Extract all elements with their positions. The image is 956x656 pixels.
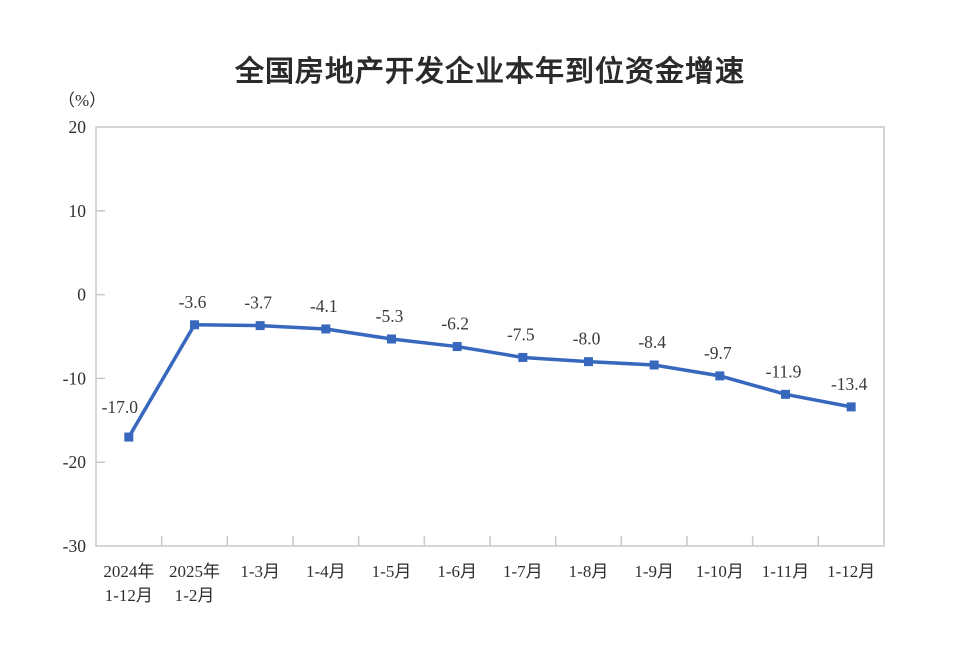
data-point-label: -7.5: [507, 324, 535, 344]
x-axis-tick-label: 1-10月: [696, 562, 744, 581]
data-series-line: [127, 323, 852, 438]
x-axis-tick-label: 1-4月: [306, 562, 346, 581]
x-axis-tick-label: 1-3月: [240, 562, 280, 581]
data-point-label: -4.1: [310, 296, 338, 316]
x-axis-tick-label-line: 1-9月: [634, 562, 674, 581]
x-axis-tick-label-line: 1-4月: [306, 562, 346, 581]
data-point-marker: [452, 342, 462, 352]
data-point-label: -3.7: [244, 293, 272, 313]
data-point-label: -3.6: [179, 292, 207, 312]
y-axis-tick-label: 20: [69, 117, 87, 137]
data-point-label: -6.2: [441, 314, 469, 334]
x-axis-tick-label-line: 1-12月: [827, 562, 875, 581]
x-axis-tick-label-line: 1-5月: [372, 562, 412, 581]
data-point-marker: [715, 371, 725, 381]
x-axis-tick-label-line: 1-12月: [105, 586, 153, 605]
x-axis-tick-label-line: 1-3月: [240, 562, 280, 581]
data-point-marker: [190, 320, 199, 330]
x-axis-tick-label-line: 2024年: [103, 562, 154, 581]
x-axis-tick-label: 1-12月: [827, 562, 875, 581]
data-point-marker: [387, 334, 396, 344]
data-point-label: -11.9: [766, 361, 802, 381]
x-axis-tick-label: 1-5月: [372, 562, 412, 581]
x-axis-tick-label-line: 1-11月: [762, 562, 810, 581]
data-point-label: -5.3: [376, 306, 404, 326]
data-point-label: -8.0: [573, 329, 601, 349]
data-point-marker: [781, 389, 790, 399]
x-axis-tick-label-line: 2025年: [169, 562, 220, 581]
x-axis-tick-label-line: 1-7月: [503, 562, 543, 581]
x-axis-tick-label: 2024年 1-12月: [103, 562, 154, 605]
x-axis-tick-label: 1-6月: [437, 562, 477, 581]
y-axis-tick-label: -10: [63, 368, 87, 388]
x-axis-tick-label-line: 1-10月: [696, 562, 744, 581]
data-point-label: -8.4: [638, 332, 666, 352]
data-point-marker: [584, 357, 593, 367]
y-axis-tick-label: 10: [69, 201, 87, 221]
x-axis-tick-label: 1-9月: [634, 562, 674, 581]
x-axis-tick-label: 2025年 1-2月: [169, 562, 220, 605]
y-axis-tick-label: -30: [63, 536, 87, 556]
data-point-marker: [649, 360, 659, 370]
y-axis-tick-label: 0: [77, 285, 86, 305]
data-point-marker: [255, 321, 265, 331]
x-axis-tick-label: 1-8月: [569, 562, 609, 581]
data-point-marker: [846, 402, 856, 412]
data-point-label: -9.7: [704, 343, 732, 363]
data-point-label: -13.4: [831, 374, 868, 394]
chart-title: 全国房地产开发企业本年到位资金增速: [234, 56, 745, 88]
plot-frame: [95, 126, 885, 547]
data-point-marker: [321, 324, 331, 334]
x-axis-tick-label-line: 1-8月: [569, 562, 609, 581]
x-axis-tick-label-line: 1-2月: [175, 586, 215, 605]
x-axis-tick-label-line: 1-6月: [437, 562, 477, 581]
data-point-marker: [124, 432, 134, 442]
x-axis-tick-label: 1-7月: [503, 562, 543, 581]
data-point-marker: [518, 352, 528, 362]
y-axis-unit-label: （%）: [58, 91, 107, 110]
y-axis-tick-label: -20: [63, 452, 87, 472]
data-point-label: -17.0: [102, 397, 139, 417]
x-axis-tick-label: 1-11月: [762, 562, 810, 581]
